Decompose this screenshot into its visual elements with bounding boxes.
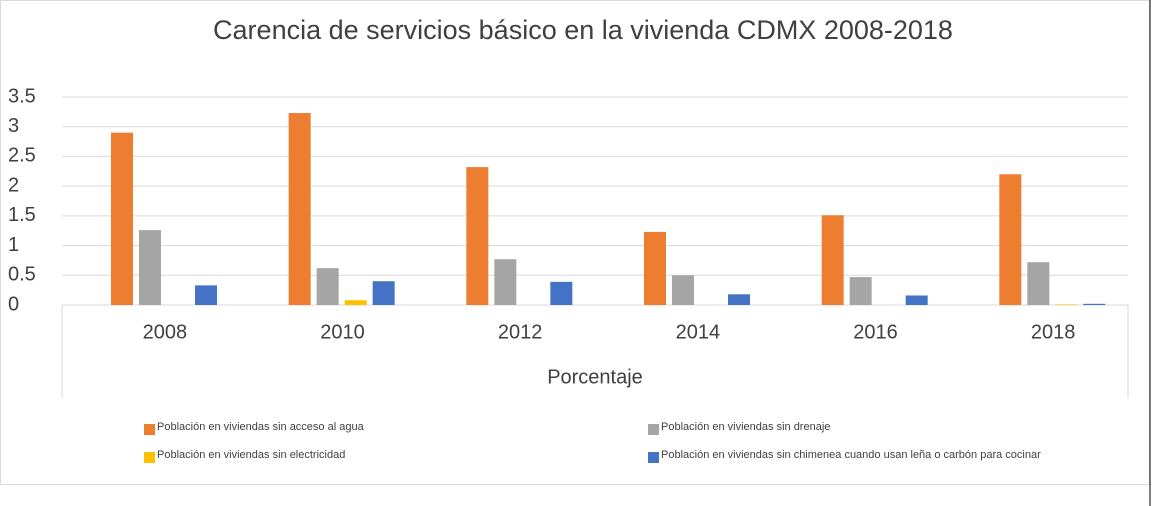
bar xyxy=(111,132,133,305)
legend-swatch xyxy=(144,452,155,463)
y-tick-label: 3 xyxy=(8,115,19,137)
bar xyxy=(372,281,395,305)
bar xyxy=(316,268,339,305)
chart-title: Carencia de servicios básico en la vivie… xyxy=(213,15,953,45)
y-tick-label: 0.5 xyxy=(8,264,36,286)
bar xyxy=(550,281,573,305)
bar xyxy=(728,294,750,305)
bar xyxy=(1027,262,1050,305)
y-tick-label: 1.5 xyxy=(8,204,36,226)
bar xyxy=(139,230,161,305)
y-tick-label: 2 xyxy=(8,174,19,196)
x-tick-label: 2016 xyxy=(853,321,898,343)
bar xyxy=(195,285,217,305)
y-tick-label: 1 xyxy=(8,234,19,256)
legend-label: Población en viviendas sin chimenea cuan… xyxy=(661,449,1041,461)
legend-swatch xyxy=(648,424,659,435)
x-tick-label: 2014 xyxy=(676,321,721,343)
y-tick-label: 3.5 xyxy=(8,85,36,107)
chart-frame xyxy=(0,0,1150,485)
bar xyxy=(1055,304,1078,305)
legend-label: Población en viviendas sin electricidad xyxy=(157,449,345,461)
x-tick-label: 2012 xyxy=(498,321,543,343)
y-tick-label: 0 xyxy=(8,293,19,315)
bar xyxy=(999,174,1022,305)
x-tick-label: 2018 xyxy=(1031,321,1076,343)
bar xyxy=(821,215,844,305)
bar xyxy=(905,295,928,305)
bar xyxy=(672,275,694,305)
bar xyxy=(288,113,311,305)
x-tick-label: 2010 xyxy=(320,321,365,343)
x-tick-label: 2008 xyxy=(143,321,188,343)
bar xyxy=(466,167,489,305)
bar xyxy=(644,231,666,305)
legend-label: Población en viviendas sin drenaje xyxy=(661,421,830,433)
bar xyxy=(494,259,517,305)
legend-swatch xyxy=(144,424,155,435)
x-axis-label: Porcentaje xyxy=(547,366,643,388)
bar xyxy=(849,277,872,305)
bar xyxy=(344,300,367,305)
legend-swatch xyxy=(648,452,659,463)
legend-label: Población en viviendas sin acceso al agu… xyxy=(157,421,365,433)
y-tick-label: 2.5 xyxy=(8,145,36,167)
bar xyxy=(1083,303,1106,305)
